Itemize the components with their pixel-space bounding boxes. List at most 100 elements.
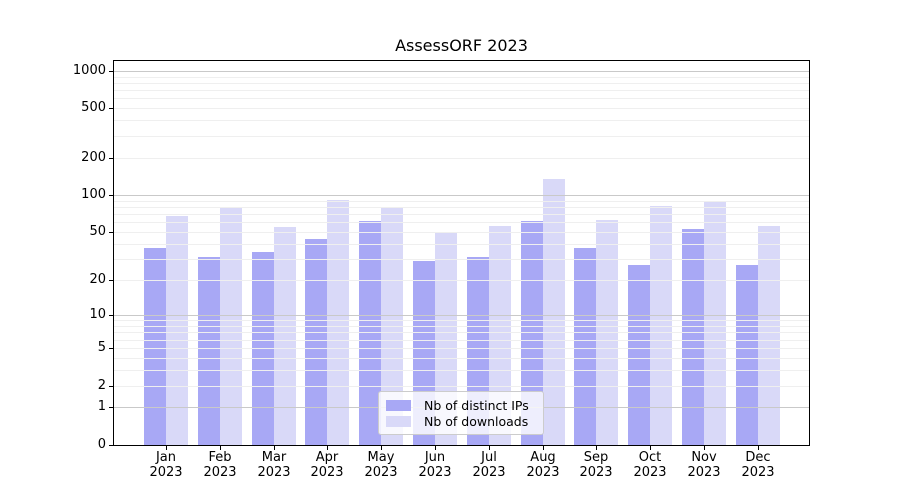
y-tick-label: 1000 [72,63,106,78]
gridline-minor [114,157,809,159]
legend-item: Nb of downloads [386,413,535,429]
y-tick-label: 100 [81,187,106,202]
x-tick-month: Jul [481,450,497,465]
x-tick-month: Jun [424,450,446,465]
x-tick-year: 2023 [203,465,237,480]
gridline-minor [114,332,809,334]
x-tick-month: Mar [261,450,287,465]
y-tick-mark [109,280,113,281]
y-tick-mark [109,108,113,109]
x-tick-year: 2023 [149,465,183,480]
gridline-minor [114,135,809,137]
chart-title: AssessORF 2023 [395,36,528,55]
gridline-minor [114,98,809,100]
gridline-minor [114,385,809,387]
x-tick-mark [758,446,759,450]
gridline-minor [114,339,809,341]
x-tick-month: May [367,450,395,465]
bar-distinct-ips [251,252,274,445]
x-tick-year: 2023 [310,465,344,480]
bar-distinct-ips [144,248,166,445]
x-tick-year: 2023 [526,465,560,480]
gridline-minor [114,369,809,371]
x-tick-year: 2023 [741,465,775,480]
x-tick-year: 2023 [687,465,721,480]
gridline-minor [114,108,809,110]
gridline-minor [114,207,809,209]
legend-item: Nb of distinct IPs [386,397,535,413]
gridline-minor [114,120,809,122]
x-tick-label: Apr 2023 [292,450,362,480]
bars-layer [114,61,809,445]
gridline-major [114,315,809,317]
x-tick-year: 2023 [579,465,613,480]
gridline-minor [114,200,809,202]
gridline-minor [114,347,809,349]
gridline-minor [114,243,809,245]
gridline-minor [114,280,809,282]
y-tick-label: 5 [97,340,106,355]
x-tick-month: Aug [530,450,556,465]
gridlines-layer [114,61,809,445]
gridline-minor [114,320,809,322]
x-tick-year: 2023 [472,465,506,480]
x-tick-label: Oct 2023 [615,450,685,480]
bar-downloads [219,208,242,445]
x-tick-month: Nov [691,450,717,465]
x-tick-mark [650,446,651,450]
y-tick-label: 1 [97,399,106,414]
bar-distinct-ips [735,264,758,445]
x-tick-month: Oct [638,450,662,465]
bar-downloads [542,179,565,445]
bar-distinct-ips [628,264,651,445]
y-tick-label: 2 [97,378,106,393]
gridline-minor [114,214,809,216]
gridline-minor [114,232,809,234]
gridline-minor [114,222,809,224]
gridline-minor [114,82,809,84]
gridline-minor [114,357,809,359]
bar-distinct-ips [574,248,597,445]
bar-downloads [757,226,780,445]
y-tick-mark [109,158,113,159]
x-tick-month: Dec [745,450,771,465]
gridline-major [114,70,809,72]
x-tick-year: 2023 [633,465,667,480]
gridline-major [114,195,809,197]
y-tick-mark [109,315,113,316]
x-tick-month: Apr [315,450,339,465]
legend-label: Nb of distinct IPs [424,397,529,413]
x-tick-label: Jun 2023 [400,450,470,480]
bar-distinct-ips [682,228,704,445]
x-tick-label: Feb 2023 [185,450,255,480]
y-tick-mark [109,407,113,408]
legend-swatch-distinct-ips [386,399,411,411]
x-tick-label: Jan 2023 [131,450,201,480]
x-tick-month: Jan [155,450,177,465]
legend: Nb of distinct IPs Nb of downloads [378,391,544,435]
x-tick-label: Aug 2023 [508,450,578,480]
bar-downloads [650,205,673,445]
bar-distinct-ips [305,238,328,445]
x-tick-mark [220,446,221,450]
y-tick-mark [109,386,113,387]
x-tick-label: Dec 2023 [723,450,793,480]
x-tick-mark [596,446,597,450]
y-tick-label: 0 [97,437,106,452]
x-tick-mark [489,446,490,450]
x-tick-mark [704,446,705,450]
gridline-minor [114,90,809,92]
y-tick-label: 10 [89,307,106,322]
bar-downloads [166,215,188,445]
x-tick-month: Sep [583,450,609,465]
bar-downloads [704,201,726,445]
y-tick-label: 200 [81,150,106,165]
x-tick-mark [274,446,275,450]
y-tick-label: 500 [81,100,106,115]
legend-swatch-downloads [386,415,411,427]
bar-downloads [327,200,350,445]
x-tick-label: Sep 2023 [561,450,631,480]
x-tick-label: Jul 2023 [454,450,524,480]
gridline-minor [114,76,809,78]
